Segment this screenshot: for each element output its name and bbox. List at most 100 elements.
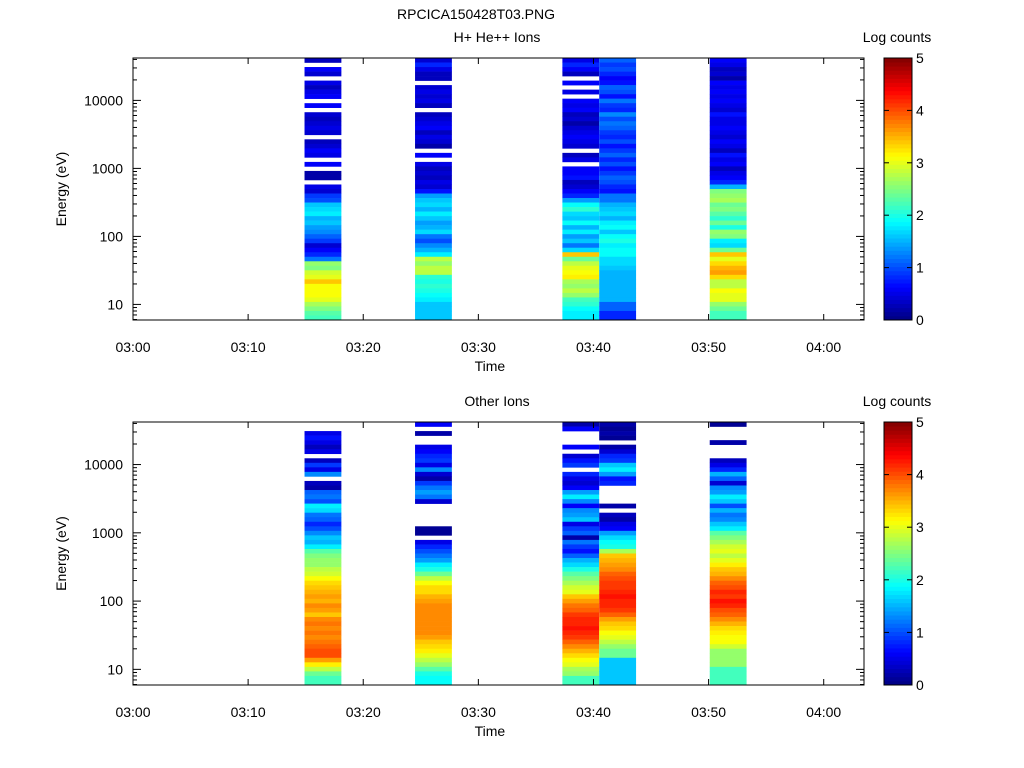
spectrogram-cell	[562, 476, 600, 482]
spectrogram-cell	[562, 580, 600, 586]
spectrogram-cell	[415, 193, 452, 199]
spectrogram-cell	[415, 306, 452, 312]
spectrogram-cell	[709, 107, 747, 113]
spectrogram-cell	[304, 653, 342, 659]
spectrogram-cell	[415, 315, 452, 321]
spectrogram-cell	[709, 216, 747, 221]
spectrogram-cell	[599, 535, 637, 541]
spectrogram-cell	[562, 471, 600, 477]
colorbar-segment	[884, 676, 912, 682]
colorbar-segment	[884, 495, 912, 501]
spectrogram-cell	[415, 211, 452, 217]
spectrogram-cell	[562, 490, 600, 495]
spectrogram-cell	[415, 422, 452, 427]
spectrogram-cell	[709, 220, 747, 226]
spectrogram-cell	[562, 184, 600, 190]
spectrogram-cell	[599, 112, 637, 118]
spectrogram-cell	[415, 85, 452, 90]
spectrogram-cell	[415, 467, 452, 473]
spectrogram-cell	[709, 539, 747, 545]
spectrogram-cell	[415, 270, 452, 276]
spectrogram-cell	[415, 67, 452, 72]
spectrogram-cell	[709, 462, 747, 468]
colorbar-segment	[884, 262, 912, 268]
spectrogram-cell	[415, 202, 452, 208]
colorbar-segment	[884, 483, 912, 489]
spectrogram-cell	[599, 503, 637, 509]
spectrogram-cell	[562, 62, 600, 68]
spectrogram-cell	[415, 476, 452, 482]
spectrogram-cell	[709, 94, 747, 99]
y-tick-label: 1000	[92, 160, 123, 176]
colorbar-segment	[884, 66, 912, 71]
spectrogram-cell	[415, 657, 452, 663]
spectrogram-cell	[599, 229, 637, 235]
spectrogram-cell	[304, 270, 342, 276]
spectrogram-cell	[599, 603, 637, 609]
colorbar-segment	[884, 58, 912, 63]
spectrogram-cell	[562, 261, 600, 267]
y-tick-label: 100	[100, 593, 124, 609]
spectrogram-cell	[709, 207, 747, 212]
spectrogram-cell	[304, 130, 342, 136]
spectrogram-cell	[415, 139, 452, 145]
spectrogram-cell	[709, 476, 747, 482]
spectrogram-cell	[304, 490, 342, 495]
spectrogram-cell	[415, 480, 452, 486]
spectrogram-cell	[599, 279, 637, 285]
spectrogram-cell	[304, 80, 342, 86]
spectrogram-cell	[562, 648, 600, 654]
colorbar-segment	[884, 656, 912, 661]
colorbar-segment	[884, 229, 912, 235]
spectrogram-cell	[709, 310, 747, 316]
x-tick-label: 03:40	[576, 704, 611, 720]
spectrogram-cell	[562, 480, 600, 486]
spectrogram-cell	[562, 256, 600, 262]
spectrogram-cell	[562, 301, 600, 307]
colorbar-segment	[884, 615, 912, 620]
spectrogram-cell	[415, 526, 452, 532]
spectrogram-cell	[415, 567, 452, 572]
spectrogram-cell	[709, 471, 747, 477]
colorbar-segment	[884, 238, 912, 243]
spectrogram-cell	[709, 576, 747, 581]
spectrogram-cell	[304, 671, 342, 677]
spectrogram-cell	[599, 580, 637, 586]
spectrogram-cell	[709, 157, 747, 163]
colorbar-segment	[884, 287, 912, 292]
colorbar-segment	[884, 139, 912, 145]
spectrogram-cell	[304, 535, 342, 541]
panel-title: Other Ions	[464, 393, 529, 409]
spectrogram-cell	[415, 112, 452, 118]
colorbar-segment	[884, 627, 912, 632]
spectrogram-cell	[599, 125, 637, 131]
spectrogram-cell	[599, 476, 637, 482]
spectrogram-cell	[599, 80, 637, 86]
spectrogram-cell	[599, 85, 637, 90]
spectrogram-cell	[304, 508, 342, 513]
colorbar-tick-label: 0	[916, 312, 924, 328]
spectrogram-cell	[709, 288, 747, 294]
spectrogram-cell	[562, 134, 600, 140]
spectrogram-cell	[599, 89, 637, 95]
spectrogram-cell	[415, 458, 452, 464]
spectrogram-cell	[562, 662, 600, 668]
spectrogram-cell	[709, 261, 747, 267]
spectrogram-cell	[709, 315, 747, 321]
colorbar-segment	[884, 446, 912, 452]
spectrogram-cell	[709, 301, 747, 307]
spectrogram-cell	[304, 170, 342, 176]
spectrogram-cell	[304, 494, 342, 500]
spectrogram-cell	[599, 193, 637, 199]
spectrogram-cell	[304, 184, 342, 190]
spectrogram-cell	[709, 612, 747, 618]
y-tick-label: 100	[100, 228, 124, 244]
spectrogram-cell	[709, 238, 747, 244]
colorbar-segment	[884, 594, 912, 600]
spectrogram-cell	[709, 580, 747, 586]
spectrogram-cell	[709, 553, 747, 559]
spectrogram-cell	[709, 152, 747, 158]
spectrogram-cell	[709, 657, 747, 663]
spectrogram-cell	[709, 521, 747, 527]
spectrogram-cell	[304, 112, 342, 118]
